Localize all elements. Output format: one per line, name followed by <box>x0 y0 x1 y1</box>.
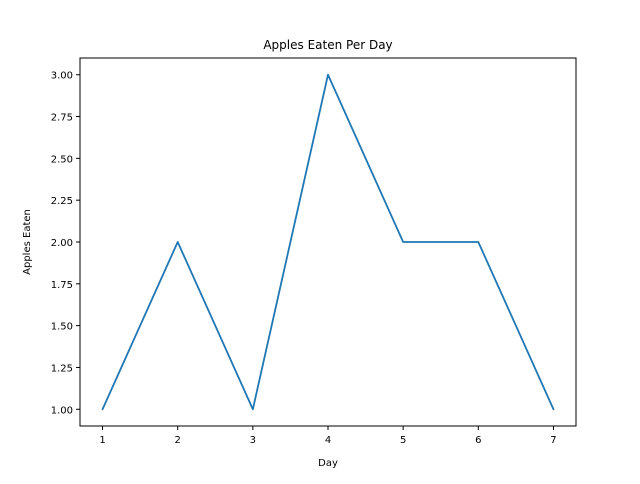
y-axis-ticks: 1.00 1.25 1.50 1.75 2.00 2.25 2.50 2.75 3.00 <box>51 71 80 416</box>
x-axis-label: Day <box>318 458 338 469</box>
chart-title: Apples Eaten Per Day <box>263 38 392 52</box>
y-tick-label: 1.75 <box>51 280 73 291</box>
y-tick-label: 2.75 <box>51 113 73 124</box>
x-tick-label: 6 <box>475 435 481 446</box>
series-layer <box>101 73 555 411</box>
x-tick-label: 4 <box>325 435 331 446</box>
x-axis-ticks: 1 2 3 4 5 6 7 <box>99 426 557 446</box>
x-tick-label: 3 <box>250 435 256 446</box>
y-tick-label: 3.00 <box>51 71 73 82</box>
y-axis-label: Apples Eaten <box>22 209 33 275</box>
y-tick-label: 2.00 <box>51 238 73 249</box>
y-tick-label: 2.50 <box>51 154 73 165</box>
x-tick-label: 2 <box>175 435 181 446</box>
x-tick-label: 5 <box>400 435 406 446</box>
y-tick-label: 1.50 <box>51 322 73 333</box>
y-tick-label: 1.00 <box>51 405 73 416</box>
y-tick-label: 1.25 <box>51 363 73 374</box>
y-tick-label: 2.25 <box>51 196 73 207</box>
x-tick-label: 1 <box>99 435 105 446</box>
line-series-1 <box>101 73 555 411</box>
plot-area-frame <box>79 57 577 427</box>
x-tick-label: 7 <box>550 435 556 446</box>
